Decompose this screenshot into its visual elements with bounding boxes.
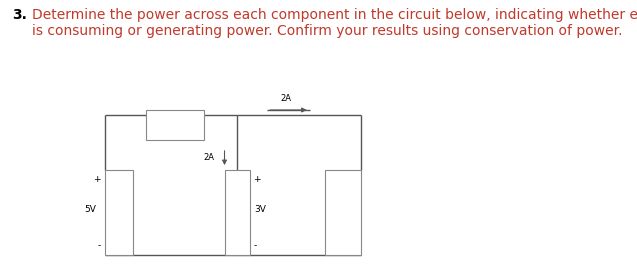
Text: +: + <box>93 175 101 185</box>
Bar <box>147 110 204 140</box>
Text: +: + <box>253 175 261 185</box>
Text: -: - <box>253 241 256 251</box>
Text: 2A: 2A <box>280 94 291 103</box>
Text: 3V: 3V <box>254 205 266 215</box>
Bar <box>326 170 361 255</box>
Text: 3.: 3. <box>12 8 27 22</box>
Bar <box>106 170 132 255</box>
Text: 5V: 5V <box>85 205 97 215</box>
Text: -: - <box>97 241 101 251</box>
Text: 2A: 2A <box>203 153 214 161</box>
Bar <box>224 170 250 255</box>
Text: Determine the power across each component in the circuit below, indicating wheth: Determine the power across each componen… <box>32 8 637 38</box>
